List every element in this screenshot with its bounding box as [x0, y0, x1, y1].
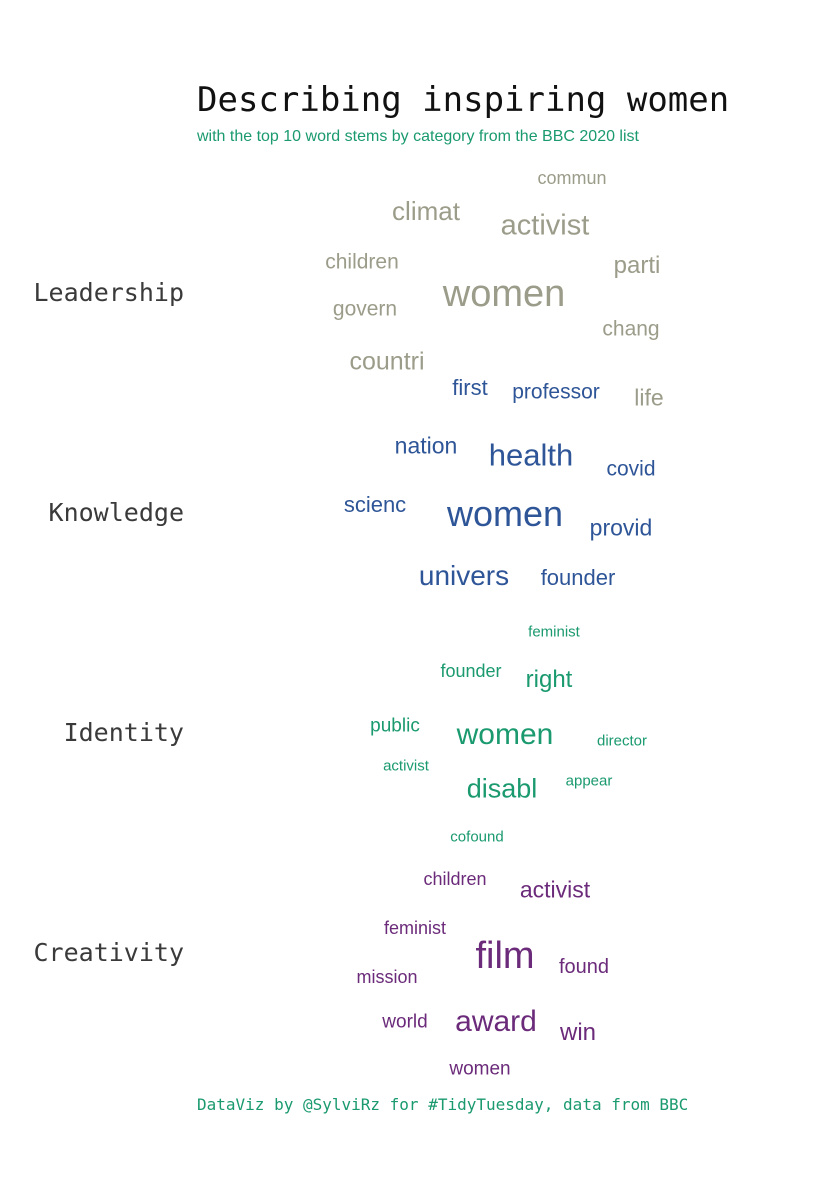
word-leadership-women: women	[442, 273, 566, 315]
category-label-creativity: Creativity	[33, 938, 184, 967]
word-creativity-women: women	[449, 1058, 511, 1080]
word-creativity-film: film	[475, 935, 535, 977]
word-identity-disabl: disabl	[466, 773, 538, 804]
word-knowledge-provid: provid	[589, 514, 653, 541]
word-knowledge-nation: nation	[394, 432, 458, 459]
word-identity-director: director	[596, 732, 648, 750]
word-identity-founder: founder	[440, 661, 502, 681]
word-creativity-award: award	[455, 1005, 537, 1038]
word-creativity-world: world	[382, 1011, 428, 1033]
word-identity-public: public	[370, 715, 420, 737]
category-label-knowledge: Knowledge	[48, 498, 184, 527]
word-knowledge-first: first	[452, 375, 488, 400]
word-leadership-children: children	[325, 250, 399, 274]
chart-subtitle: with the top 10 word stems by category f…	[197, 128, 639, 145]
chart-caption: DataViz by @SylviRz for #TidyTuesday, da…	[197, 1095, 689, 1114]
word-knowledge-health: health	[488, 437, 574, 473]
word-knowledge-founder: founder	[540, 565, 616, 590]
word-leadership-life: life	[634, 384, 664, 411]
word-identity-right: right	[525, 666, 573, 693]
word-leadership-climat: climat	[392, 196, 460, 226]
word-knowledge-scienc: scienc	[343, 492, 407, 517]
word-knowledge-covid: covid	[606, 457, 656, 481]
word-identity-cofound: cofound	[450, 828, 504, 846]
word-identity-activist: activist	[383, 757, 429, 775]
word-creativity-feminist: feminist	[383, 918, 447, 938]
word-identity-appear: appear	[565, 772, 613, 790]
word-leadership-countri: countri	[349, 347, 425, 376]
word-knowledge-professor: professor	[512, 380, 600, 404]
word-leadership-govern: govern	[332, 297, 398, 321]
category-label-leadership: Leadership	[33, 278, 184, 307]
word-knowledge-women: women	[446, 493, 564, 534]
word-leadership-activist: activist	[500, 209, 590, 242]
word-identity-feminist: feminist	[528, 623, 580, 641]
word-identity-women: women	[456, 718, 554, 751]
word-creativity-found: found	[558, 956, 610, 978]
word-creativity-mission: mission	[356, 967, 418, 987]
word-leadership-chang: chang	[602, 317, 660, 341]
word-leadership-parti: parti	[613, 252, 661, 279]
word-knowledge-univers: univers	[418, 560, 510, 591]
word-leadership-commun: commun	[537, 168, 607, 188]
word-creativity-children: children	[423, 869, 487, 889]
word-creativity-win: win	[559, 1019, 597, 1046]
word-creativity-activist: activist	[519, 876, 591, 903]
chart-title: Describing inspiring women	[197, 80, 730, 120]
category-label-identity: Identity	[63, 718, 184, 747]
